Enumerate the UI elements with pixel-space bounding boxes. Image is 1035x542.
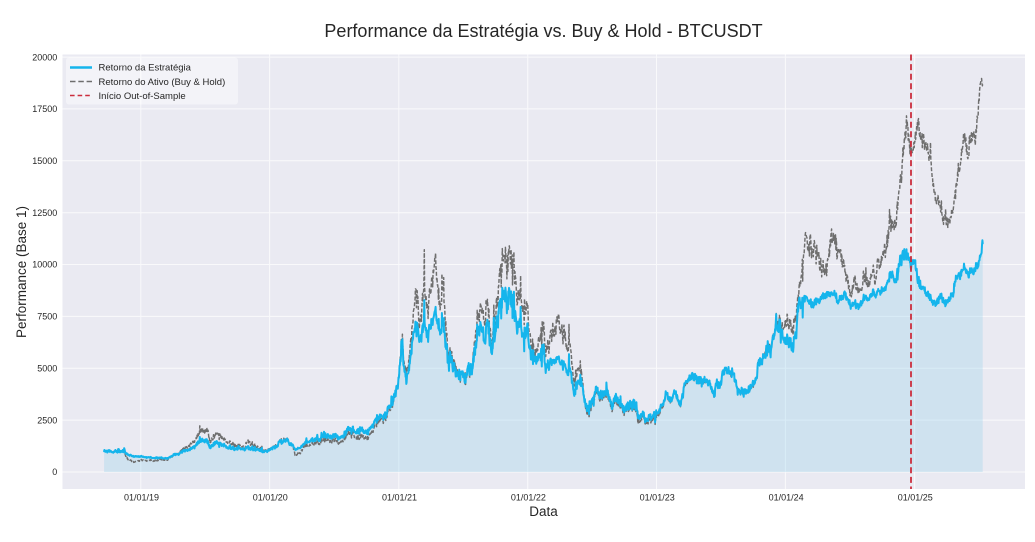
svg-text:Retorno do Ativo (Buy & Hold): Retorno do Ativo (Buy & Hold) [99,77,226,88]
svg-text:01/01/23: 01/01/23 [640,493,675,503]
svg-text:01/01/20: 01/01/20 [253,493,288,503]
svg-text:01/01/25: 01/01/25 [898,493,933,503]
svg-text:15000: 15000 [32,156,57,166]
svg-text:01/01/19: 01/01/19 [124,493,159,503]
svg-text:0: 0 [52,467,57,477]
svg-text:Data: Data [529,504,558,519]
svg-text:5000: 5000 [37,364,57,374]
svg-text:20000: 20000 [32,52,57,62]
svg-text:12500: 12500 [32,208,57,218]
svg-text:Performance da Estratégia vs.: Performance da Estratégia vs. Buy & Hold… [324,21,762,41]
svg-text:01/01/21: 01/01/21 [382,493,417,503]
svg-text:Retorno da Estratégia: Retorno da Estratégia [99,63,192,74]
svg-text:7500: 7500 [37,312,57,322]
svg-text:17500: 17500 [32,104,57,114]
svg-text:Início Out-of-Sample: Início Out-of-Sample [99,91,186,102]
svg-text:Performance (Base 1): Performance (Base 1) [14,206,29,338]
svg-text:10000: 10000 [32,260,57,270]
svg-text:2500: 2500 [37,415,57,425]
svg-text:01/01/24: 01/01/24 [769,493,804,503]
svg-text:01/01/22: 01/01/22 [511,493,546,503]
